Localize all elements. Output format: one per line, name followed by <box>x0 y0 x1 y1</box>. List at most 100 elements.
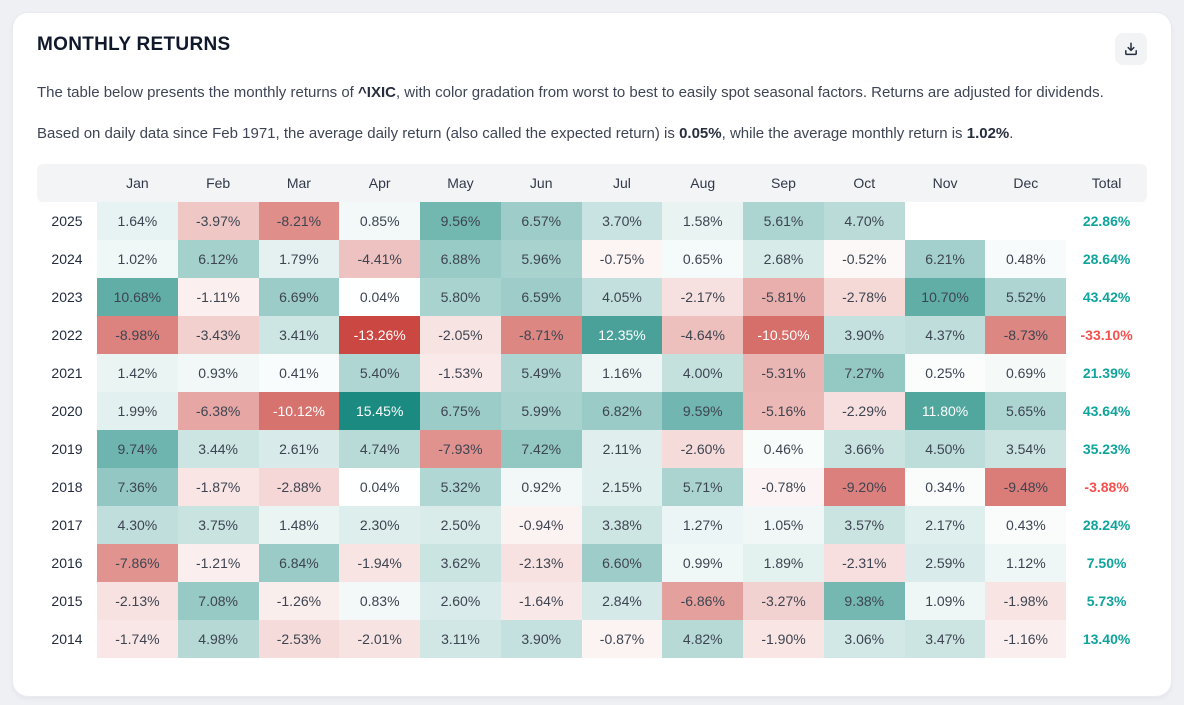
return-cell: -1.64% <box>500 582 582 620</box>
year-label: 2024 <box>37 240 97 278</box>
description-text: Based on daily data since Feb 1971, the … <box>37 125 680 142</box>
total-cell: 28.64% <box>1066 240 1147 278</box>
column-header-feb: Feb <box>177 164 259 202</box>
column-header-sep: Sep <box>743 164 824 202</box>
return-cell: -2.78% <box>823 278 905 316</box>
return-cell: 0.69% <box>985 354 1067 392</box>
return-cell: -3.97% <box>177 202 259 240</box>
return-cell: 0.46% <box>743 430 824 468</box>
return-cell: 3.70% <box>581 202 663 240</box>
return-cell: 0.41% <box>258 354 340 392</box>
total-cell: 28.24% <box>1066 506 1147 544</box>
return-cell: 5.71% <box>662 468 744 506</box>
table-row-2025: 2025 1.64% -3.97% -8.21% 0.85% 9.56% 6.57% 3.70… <box>37 202 1147 240</box>
description-text: . <box>1009 125 1014 142</box>
return-cell: 5.96% <box>500 240 582 278</box>
return-cell: -5.31% <box>743 354 824 392</box>
return-cell: 0.25% <box>904 354 986 392</box>
column-header-jun: Jun <box>500 164 582 202</box>
return-cell: -8.21% <box>258 202 340 240</box>
download-icon <box>1125 42 1137 56</box>
return-cell: -2.05% <box>420 316 501 354</box>
return-cell: -1.74% <box>97 620 178 658</box>
return-cell: 4.30% <box>97 506 178 544</box>
return-cell: 4.98% <box>177 620 259 658</box>
return-cell: 6.69% <box>258 278 340 316</box>
table-row-2015: 2015 -2.13% 7.08% -1.26% 0.83% 2.60% -1.64% 2.8… <box>37 582 1147 620</box>
return-cell: 2.68% <box>743 240 824 278</box>
column-header-apr: Apr <box>339 164 421 202</box>
return-cell: -2.88% <box>258 468 340 506</box>
return-cell: 1.09% <box>904 582 986 620</box>
column-header-total: Total <box>1066 164 1147 202</box>
return-cell: 2.61% <box>258 430 340 468</box>
return-cell: -2.01% <box>339 620 421 658</box>
year-label: 2025 <box>37 202 97 240</box>
monthly-returns-card: MONTHLY RETURNS The table below presents… <box>12 12 1172 697</box>
return-cell: 5.80% <box>420 278 501 316</box>
return-cell: 5.32% <box>420 468 501 506</box>
return-cell: -3.43% <box>177 316 259 354</box>
return-cell: -10.50% <box>743 316 824 354</box>
return-cell: 1.64% <box>97 202 178 240</box>
return-cell: 3.06% <box>823 620 905 658</box>
year-label: 2022 <box>37 316 97 354</box>
return-cell: 6.88% <box>420 240 501 278</box>
ticker-symbol: ^IXIC <box>358 84 396 101</box>
total-cell: 43.64% <box>1066 392 1147 430</box>
description-text: , with color gradation from worst to bes… <box>395 84 1104 101</box>
table-row-2014: 2014 -1.74% 4.98% -2.53% -2.01% 3.11% 3.90% -0.… <box>37 620 1147 658</box>
total-cell: 5.73% <box>1066 582 1147 620</box>
return-cell: 5.65% <box>985 392 1067 430</box>
return-cell: -7.93% <box>420 430 501 468</box>
return-cell: 0.65% <box>662 240 744 278</box>
table-row-2016: 2016 -7.86% -1.21% 6.84% -1.94% 3.62% -2.13% 6.… <box>37 544 1147 582</box>
column-header-jul: Jul <box>581 164 663 202</box>
total-cell: -33.10% <box>1066 316 1147 354</box>
return-cell: 0.92% <box>500 468 582 506</box>
return-cell: 6.82% <box>581 392 663 430</box>
total-cell: 13.40% <box>1066 620 1147 658</box>
return-cell: -1.21% <box>177 544 259 582</box>
return-cell: -9.20% <box>823 468 905 506</box>
return-cell: 3.44% <box>177 430 259 468</box>
return-cell: 2.60% <box>420 582 501 620</box>
return-cell: 4.05% <box>581 278 663 316</box>
return-cell: -1.87% <box>177 468 259 506</box>
table-body: 2025 1.64% -3.97% -8.21% 0.85% 9.56% 6.57% 3.70… <box>37 202 1147 658</box>
return-cell: 9.56% <box>420 202 501 240</box>
return-cell: 1.79% <box>258 240 340 278</box>
return-cell: -1.90% <box>743 620 824 658</box>
table-row-2018: 2018 7.36% -1.87% -2.88% 0.04% 5.32% 0.92% 2.15… <box>37 468 1147 506</box>
return-cell: 9.38% <box>823 582 905 620</box>
column-header-oct: Oct <box>823 164 905 202</box>
return-cell: -13.26% <box>339 316 421 354</box>
return-cell: -6.38% <box>177 392 259 430</box>
return-cell: -1.16% <box>985 620 1067 658</box>
return-cell: -6.86% <box>662 582 744 620</box>
return-cell: -4.41% <box>339 240 421 278</box>
return-cell: -1.94% <box>339 544 421 582</box>
return-cell: 7.42% <box>500 430 582 468</box>
return-cell: 3.38% <box>581 506 663 544</box>
return-cell: -2.13% <box>500 544 582 582</box>
return-cell: -7.86% <box>97 544 178 582</box>
return-cell: 6.12% <box>177 240 259 278</box>
return-cell: 5.52% <box>985 278 1067 316</box>
total-cell: 21.39% <box>1066 354 1147 392</box>
download-button[interactable] <box>1115 33 1147 65</box>
return-cell: 1.02% <box>97 240 178 278</box>
return-cell: -0.75% <box>581 240 663 278</box>
return-cell: 3.54% <box>985 430 1067 468</box>
return-cell: -1.11% <box>177 278 259 316</box>
column-header-dec: Dec <box>985 164 1067 202</box>
return-cell: 3.62% <box>420 544 501 582</box>
return-cell: 2.59% <box>904 544 986 582</box>
return-cell: 0.04% <box>339 468 421 506</box>
return-cell: -2.13% <box>97 582 178 620</box>
return-cell: -2.29% <box>823 392 905 430</box>
return-cell <box>905 202 986 240</box>
return-cell: 1.89% <box>743 544 824 582</box>
total-cell: 43.42% <box>1066 278 1147 316</box>
return-cell: 2.17% <box>904 506 986 544</box>
